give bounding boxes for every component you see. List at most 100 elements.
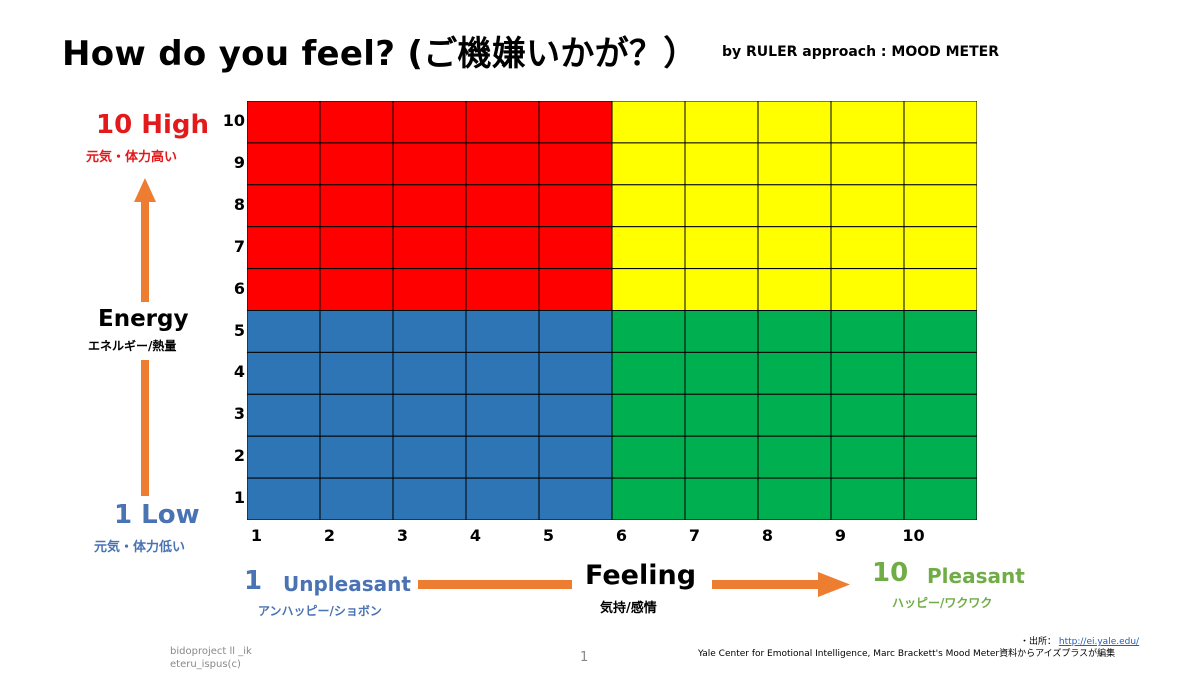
grid-cell [611, 351, 686, 395]
grid-cell [247, 351, 321, 395]
grid-cell [757, 101, 832, 144]
grid-cell [465, 351, 540, 395]
y-tick-label: 9 [233, 152, 245, 172]
grid-cell [830, 184, 905, 228]
grid-cell [830, 435, 905, 479]
grid-cell [903, 268, 977, 312]
grid-cell [903, 351, 977, 395]
footer-credit-line2: eteru_ispus(c) [170, 659, 241, 670]
grid-cell [465, 184, 540, 228]
grid-cell [392, 393, 467, 437]
grid-cell [538, 184, 613, 228]
grid-cell [319, 393, 394, 437]
grid-cell [465, 101, 540, 144]
grid-cell [319, 477, 394, 520]
grid-cell [757, 351, 832, 395]
grid-cell [392, 226, 467, 270]
grid-cell [757, 310, 832, 353]
grid-cell [611, 226, 686, 270]
grid-cell [903, 477, 977, 520]
y-tick-label: 1 [233, 488, 245, 508]
grid-cell [903, 226, 977, 270]
x-tick-label: 3 [396, 526, 409, 545]
page-number: 1 [580, 650, 589, 665]
x-tick-label: 2 [323, 526, 336, 545]
x-tick-label: 9 [834, 526, 847, 545]
grid-cell [684, 268, 759, 312]
grid-cell [757, 435, 832, 479]
grid-cell [465, 268, 540, 312]
grid-cell [392, 310, 467, 353]
page-title: How do you feel? (ご機嫌いかが？） [62, 34, 698, 74]
feeling-high-number: 10 [872, 558, 909, 588]
grid-cell [684, 142, 759, 186]
energy-low-label: 1 Low [114, 500, 200, 530]
grid-cell [830, 310, 905, 353]
grid-cell [392, 477, 467, 520]
y-tick-label: 7 [233, 236, 245, 256]
grid-cell [611, 435, 686, 479]
energy-low-sub: 元気・体力低い [94, 540, 186, 555]
feeling-low-label: Unpleasant [283, 572, 411, 596]
grid-cell [465, 435, 540, 479]
y-tick-label: 6 [233, 278, 245, 298]
grid-cell [611, 184, 686, 228]
source-prefix: ・出所： [1020, 637, 1057, 647]
feeling-axis-label: Feeling [585, 560, 697, 591]
y-tick-label: 4 [233, 362, 245, 382]
grid-cell [684, 393, 759, 437]
energy-arrow-down-shaft [141, 360, 149, 496]
grid-cell [247, 101, 321, 144]
grid-cell [392, 435, 467, 479]
energy-high-sub: 元気・体力高い [86, 150, 178, 165]
x-tick-label: 5 [542, 526, 555, 545]
grid-cell [830, 226, 905, 270]
grid-cell [247, 226, 321, 270]
energy-axis-label: Energy [98, 306, 189, 332]
energy-high-label: 10 High [96, 110, 210, 140]
grid-cell [684, 310, 759, 353]
grid-cell [319, 184, 394, 228]
energy-axis-sub: エネルギー/熱量 [88, 339, 177, 353]
y-tick-label: 10 [222, 111, 245, 130]
y-tick-label: 5 [233, 320, 245, 340]
grid-cell [611, 101, 686, 144]
grid-cell [611, 393, 686, 437]
grid-cell [757, 226, 832, 270]
grid-cell [392, 351, 467, 395]
grid-cell [319, 310, 394, 353]
y-tick-label: 8 [233, 194, 245, 214]
grid-cell [247, 310, 321, 353]
grid-cell [903, 101, 977, 144]
grid-cell [247, 268, 321, 312]
source-link[interactable]: http://ei.yale.edu/ [1058, 637, 1140, 647]
energy-arrows [134, 178, 156, 496]
grid-cell [611, 142, 686, 186]
grid-cell [538, 477, 613, 520]
footer-credit-line1: bidoproject ll _ik [170, 646, 252, 657]
grid-cell [319, 142, 394, 186]
grid-cell [538, 310, 613, 353]
grid-cell [830, 351, 905, 395]
x-tick-label: 1 [250, 526, 263, 545]
grid-cell [247, 435, 321, 479]
grid-cell [684, 477, 759, 520]
grid-cell [757, 477, 832, 520]
grid-cell [611, 477, 686, 520]
energy-arrow-up-shaft [141, 200, 149, 302]
source-text: Yale Center for Emotional Intelligence, … [698, 649, 1116, 659]
x-tick-label: 8 [761, 526, 774, 545]
y-tick-label: 3 [233, 404, 245, 424]
grid-cell [247, 393, 321, 437]
grid-cell [903, 310, 977, 353]
grid-cell [319, 435, 394, 479]
grid-cell [392, 268, 467, 312]
feeling-high-sub: ハッピー/ワクワク [892, 596, 993, 610]
grid-cell [684, 435, 759, 479]
grid-cell [684, 226, 759, 270]
grid-cell [903, 184, 977, 228]
grid-cell [247, 477, 321, 520]
grid-cell [465, 226, 540, 270]
grid-cell [538, 142, 613, 186]
grid-cell [684, 101, 759, 144]
